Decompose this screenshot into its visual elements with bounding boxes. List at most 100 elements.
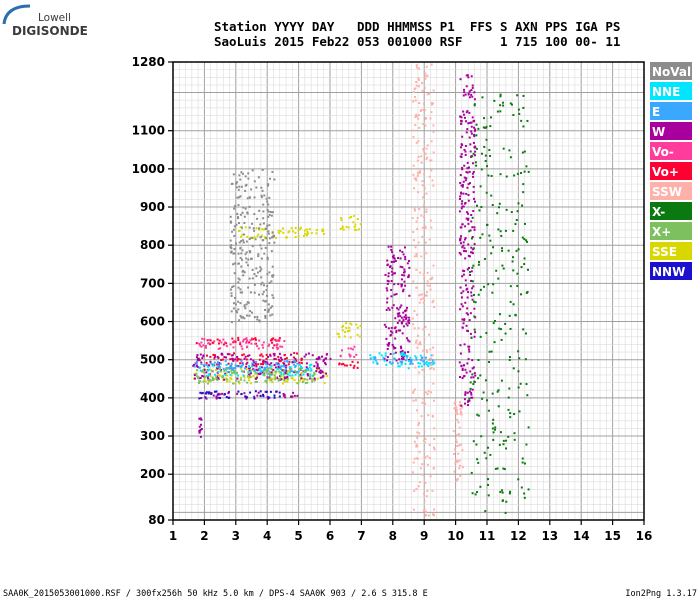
point-e [238, 365, 241, 368]
point-sse [281, 382, 284, 385]
point-x- [490, 350, 493, 353]
point-w [198, 425, 201, 428]
logo-line1: Lowell [38, 12, 71, 24]
point-e [289, 370, 292, 373]
point-ssw [433, 438, 436, 441]
point-w [468, 319, 471, 322]
point-w [464, 301, 467, 304]
point-x- [527, 426, 530, 429]
point-noval [231, 230, 234, 233]
point-w [466, 296, 469, 299]
point-nne [242, 374, 245, 377]
point-w [217, 377, 220, 380]
point-vo- [271, 338, 274, 341]
point-sse [217, 373, 220, 376]
point-w [462, 244, 465, 247]
point-sse [274, 371, 277, 374]
point-nne [229, 373, 232, 376]
point-ssw [455, 479, 458, 482]
point-vo- [236, 359, 239, 362]
point-sse [193, 372, 196, 375]
point-x- [479, 335, 482, 338]
point-w [459, 352, 462, 355]
point-w [390, 326, 393, 329]
point-w [463, 88, 466, 91]
point-noval [242, 241, 245, 244]
point-w [391, 267, 394, 270]
point-e [388, 361, 391, 364]
point-x- [519, 382, 522, 385]
point-nne [269, 366, 272, 369]
point-x- [505, 439, 508, 442]
point-e [391, 361, 394, 364]
point-w [463, 270, 466, 273]
point-x- [492, 418, 495, 421]
point-vo- [353, 355, 356, 358]
point-x- [278, 370, 281, 373]
point-x- [515, 218, 518, 221]
point-w [467, 345, 470, 348]
point-ssw [416, 431, 419, 434]
point-x- [504, 511, 507, 514]
legend-label-ssw: SSW [652, 185, 682, 199]
point-x- [516, 172, 519, 175]
point-sse [353, 228, 356, 231]
point-e [235, 365, 238, 368]
point-w [198, 417, 201, 420]
point-vo- [204, 345, 207, 348]
point-w [273, 354, 276, 357]
point-w [464, 144, 467, 147]
point-w [470, 121, 473, 124]
point-x- [474, 161, 477, 164]
point-sse [271, 381, 274, 384]
point-ssw [422, 301, 425, 304]
point-w [467, 400, 470, 403]
point-w [471, 367, 474, 370]
point-w [463, 247, 466, 250]
point-nne [286, 373, 289, 376]
point-w [214, 355, 217, 358]
point-w [459, 115, 462, 118]
point-ssw [424, 226, 427, 229]
point-ssw [412, 164, 415, 167]
point-x- [477, 377, 480, 380]
point-noval [271, 294, 274, 297]
point-x- [492, 283, 495, 286]
point-x- [237, 380, 240, 383]
point-nne [419, 354, 422, 357]
point-nne [406, 355, 409, 358]
point-nne [310, 369, 313, 372]
point-w [467, 93, 470, 96]
point-sse [238, 382, 241, 385]
point-nne [217, 370, 220, 373]
point-w [473, 226, 476, 229]
point-w [231, 357, 234, 360]
point-x- [501, 264, 504, 267]
point-w [467, 76, 470, 79]
point-w [321, 355, 324, 358]
point-w [264, 390, 267, 393]
point-noval [255, 267, 258, 270]
point-noval [264, 246, 267, 249]
point-x- [517, 108, 520, 111]
y-tick-label: 300 [140, 429, 165, 443]
point-vo- [248, 341, 251, 344]
point-x- [471, 280, 474, 283]
point-noval [270, 236, 273, 239]
point-nne [280, 373, 283, 376]
point-w [316, 364, 319, 367]
point-w [460, 184, 463, 187]
point-nne [211, 364, 214, 367]
point-w [466, 307, 469, 310]
point-x- [505, 208, 508, 211]
point-x- [526, 268, 529, 271]
point-x- [505, 447, 508, 450]
point-w [461, 376, 464, 379]
point-w [393, 327, 396, 330]
point-nne [417, 365, 420, 368]
point-x- [492, 246, 495, 249]
point-sse [306, 230, 309, 233]
point-ssw [416, 346, 419, 349]
point-w [467, 404, 470, 407]
point-w [461, 305, 464, 308]
